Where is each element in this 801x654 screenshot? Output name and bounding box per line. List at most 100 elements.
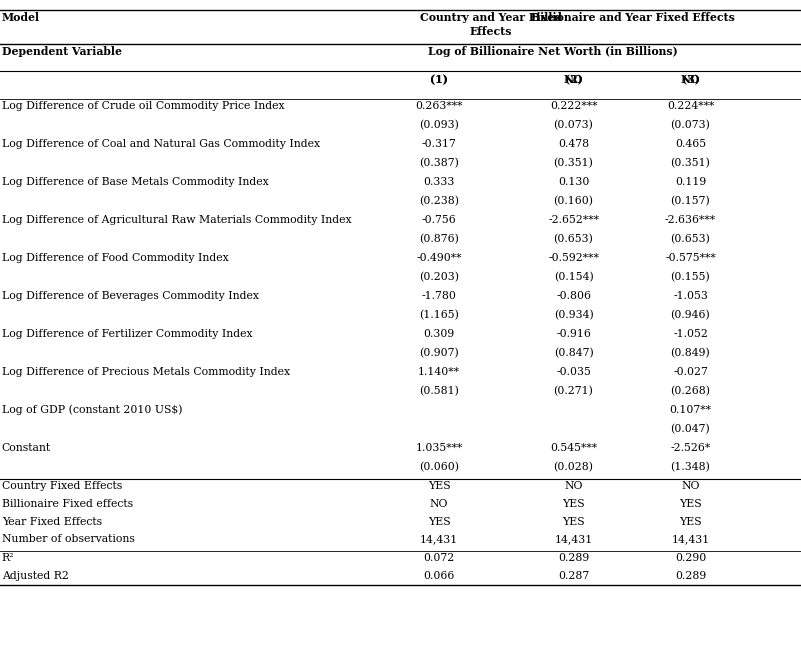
Text: (0.268): (0.268) [670,386,710,396]
Text: 0.289: 0.289 [674,571,706,581]
Text: (0.934): (0.934) [553,310,594,320]
Text: -0.317: -0.317 [421,139,457,149]
Text: -0.916: -0.916 [556,329,591,339]
Text: 14,431: 14,431 [554,534,593,544]
Text: (0.876): (0.876) [419,234,459,245]
Text: (0.907): (0.907) [419,348,459,358]
Text: YES: YES [562,499,585,509]
Text: NO: NO [681,74,700,85]
Text: YES: YES [428,481,450,491]
Text: (0.060): (0.060) [419,462,459,472]
Text: (0.155): (0.155) [670,272,710,283]
Text: 0.333: 0.333 [423,177,455,187]
Text: YES: YES [562,517,585,526]
Text: Log Difference of Coal and Natural Gas Commodity Index: Log Difference of Coal and Natural Gas C… [2,139,320,149]
Text: -0.575***: -0.575*** [665,253,716,263]
Text: -0.806: -0.806 [556,291,591,301]
Text: (2): (2) [565,74,582,85]
Text: NO: NO [429,499,449,509]
Text: Number of observations: Number of observations [2,534,135,544]
Text: (0.160): (0.160) [553,196,594,207]
Text: 1.035***: 1.035*** [415,443,463,453]
Text: (0.028): (0.028) [553,462,594,472]
Text: (0.653): (0.653) [670,234,710,245]
Text: -2.636***: -2.636*** [665,215,716,225]
Text: 0.119: 0.119 [674,177,706,187]
Text: Constant: Constant [2,443,50,453]
Text: 0.222***: 0.222*** [549,101,598,111]
Text: Billionaire Fixed effects: Billionaire Fixed effects [2,499,133,509]
Text: (0.387): (0.387) [419,158,459,169]
Text: (0.849): (0.849) [670,348,710,358]
Text: -0.027: -0.027 [673,367,708,377]
Text: (0.203): (0.203) [419,272,459,283]
Text: -1.052: -1.052 [673,329,708,339]
Text: Adjusted R2: Adjusted R2 [2,571,68,581]
Text: YES: YES [428,517,450,526]
Text: 0.066: 0.066 [423,571,455,581]
Text: (0.351): (0.351) [670,158,710,169]
Text: YES: YES [679,499,702,509]
Text: (3): (3) [682,74,699,85]
Text: 0.072: 0.072 [423,553,455,563]
Text: Year Fixed Effects: Year Fixed Effects [2,517,102,526]
Text: (1): (1) [430,74,448,85]
Text: (0.073): (0.073) [553,120,594,131]
Text: (1): (1) [430,74,448,85]
Text: NO: NO [564,74,583,85]
Text: Billionaire and Year Fixed Effects: Billionaire and Year Fixed Effects [531,12,735,24]
Text: -0.756: -0.756 [421,215,457,225]
Text: NO: NO [564,481,583,491]
Text: Log of GDP (constant 2010 US$): Log of GDP (constant 2010 US$) [2,405,182,415]
Text: (0.946): (0.946) [670,310,710,320]
Text: Log of Billionaire Net Worth (in Billions): Log of Billionaire Net Worth (in Billion… [428,46,678,58]
Text: YES: YES [679,517,702,526]
Text: (1.165): (1.165) [419,310,459,320]
Text: (0.157): (0.157) [670,196,710,207]
Text: Country Fixed Effects: Country Fixed Effects [2,481,122,491]
Text: 0.465: 0.465 [675,139,706,149]
Text: Log Difference of Base Metals Commodity Index: Log Difference of Base Metals Commodity … [2,177,268,187]
Text: Log Difference of Precious Metals Commodity Index: Log Difference of Precious Metals Commod… [2,367,290,377]
Text: R²: R² [2,553,14,563]
Text: (1.348): (1.348) [670,462,710,472]
Text: (0.847): (0.847) [553,348,594,358]
Text: -0.035: -0.035 [556,367,591,377]
Text: 14,431: 14,431 [671,534,710,544]
Text: 0.263***: 0.263*** [415,101,463,111]
Text: (0.271): (0.271) [553,386,594,396]
Text: -0.592***: -0.592*** [548,253,599,263]
Text: 0.224***: 0.224*** [666,101,714,111]
Text: NO: NO [681,481,700,491]
Text: (0.047): (0.047) [670,424,710,434]
Text: Country and Year Fixed
Effects: Country and Year Fixed Effects [420,12,562,37]
Text: Log Difference of Agricultural Raw Materials Commodity Index: Log Difference of Agricultural Raw Mater… [2,215,351,225]
Text: -0.490**: -0.490** [417,253,461,263]
Text: 0.287: 0.287 [557,571,590,581]
Text: Log Difference of Crude oil Commodity Price Index: Log Difference of Crude oil Commodity Pr… [2,101,284,111]
Text: (0.073): (0.073) [670,120,710,131]
Text: (0.093): (0.093) [419,120,459,131]
Text: 0.545***: 0.545*** [550,443,597,453]
Text: (0.653): (0.653) [553,234,594,245]
Text: (0.581): (0.581) [419,386,459,396]
Text: -2.526*: -2.526* [670,443,710,453]
Text: 0.289: 0.289 [557,553,590,563]
Text: 0.107**: 0.107** [670,405,711,415]
Text: Dependent Variable: Dependent Variable [2,46,122,58]
Text: Log Difference of Fertilizer Commodity Index: Log Difference of Fertilizer Commodity I… [2,329,252,339]
Text: Model: Model [2,12,40,24]
Text: -1.053: -1.053 [673,291,708,301]
Text: (0.238): (0.238) [419,196,459,207]
Text: 1.140**: 1.140** [418,367,460,377]
Text: 0.309: 0.309 [423,329,455,339]
Text: (0.351): (0.351) [553,158,594,169]
Text: 0.290: 0.290 [674,553,706,563]
Text: 0.130: 0.130 [557,177,590,187]
Text: Log Difference of Beverages Commodity Index: Log Difference of Beverages Commodity In… [2,291,259,301]
Text: (0.154): (0.154) [553,272,594,283]
Text: Log Difference of Food Commodity Index: Log Difference of Food Commodity Index [2,253,228,263]
Text: -1.780: -1.780 [421,291,457,301]
Text: 14,431: 14,431 [420,534,458,544]
Text: -2.652***: -2.652*** [548,215,599,225]
